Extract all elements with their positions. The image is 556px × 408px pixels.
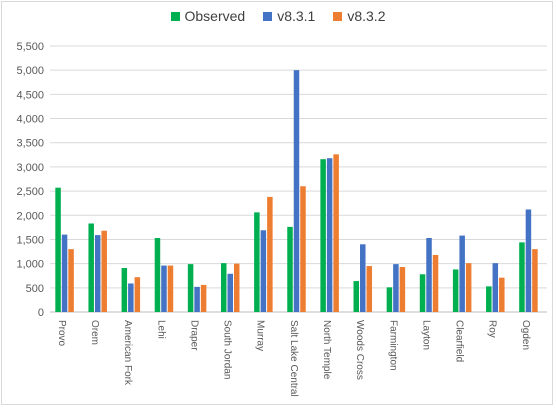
y-tick-label: 2,500 (16, 186, 44, 198)
bar (233, 263, 240, 312)
legend-item-v832: v8.3.2 (333, 8, 385, 24)
bar (154, 238, 161, 312)
x-tick-label: Woods Cross (354, 320, 365, 380)
y-tick-label: 2,000 (16, 210, 44, 222)
y-tick-label: 4,000 (16, 114, 44, 126)
bar (366, 266, 373, 312)
bar (267, 196, 273, 312)
y-tick-label: 500 (26, 283, 44, 295)
y-tick-label: 1,000 (16, 259, 44, 271)
x-tick-label: Lehi (155, 320, 166, 339)
bar (200, 284, 207, 312)
legend-swatch-v832 (333, 11, 343, 21)
legend-label-v832: v8.3.2 (347, 8, 386, 24)
legend-swatch-v831 (263, 11, 273, 21)
bar (499, 277, 505, 312)
bar (320, 159, 326, 312)
x-tick-label: Salt Lake Central (288, 320, 299, 397)
x-tick-label: South Jordan (222, 320, 233, 380)
bar (254, 212, 260, 312)
bar (194, 286, 200, 312)
bar (227, 273, 233, 312)
bar (94, 235, 101, 312)
x-tick-label: Ogden (520, 320, 531, 350)
bar (426, 238, 432, 312)
bar (61, 234, 68, 312)
bar (68, 249, 74, 312)
x-tick-label: North Temple (321, 320, 332, 380)
bar (419, 274, 426, 312)
y-tick-label: 4,500 (16, 89, 44, 101)
bar (333, 154, 339, 312)
bar (465, 263, 472, 312)
legend-item-v831: v8.3.1 (263, 8, 315, 24)
bar (167, 265, 174, 312)
y-tick-label: 1,500 (16, 234, 44, 246)
legend: Observed v8.3.1 v8.3.2 (0, 8, 556, 24)
bar (360, 244, 366, 312)
bar (88, 223, 94, 312)
bar (353, 281, 360, 312)
bar (486, 286, 492, 312)
y-tick-label: 0 (38, 307, 44, 319)
x-tick-label: Provo (56, 320, 67, 347)
bar (300, 186, 306, 312)
bar (532, 249, 538, 312)
bar (121, 267, 128, 312)
bar (260, 230, 267, 312)
legend-swatch-observed (170, 11, 180, 21)
bar (452, 269, 459, 312)
y-tick-label: 5,500 (16, 41, 44, 53)
x-tick-label: Roy (487, 320, 498, 338)
bar (293, 70, 300, 312)
x-tick-label: Clearfield (454, 320, 465, 362)
bar (101, 230, 107, 312)
bar (287, 226, 293, 312)
x-tick-label: American Fork (122, 320, 133, 386)
bar (525, 209, 532, 312)
legend-label-observed: Observed (184, 8, 246, 24)
bar (55, 187, 61, 312)
x-tick-label: Layton (420, 320, 431, 350)
x-tick-label: Farmington (387, 320, 398, 371)
bar (220, 263, 227, 312)
bar (432, 254, 439, 312)
bar (326, 158, 333, 312)
bar (128, 283, 134, 312)
bar (187, 264, 194, 312)
bar (399, 267, 406, 312)
x-tick-label: Draper (188, 320, 199, 351)
bar (161, 265, 167, 312)
x-tick-label: Orem (89, 320, 100, 345)
x-tick-label: Murray (255, 320, 266, 351)
bar (519, 242, 525, 312)
y-tick-label: 3,500 (16, 138, 44, 150)
bar (386, 287, 393, 312)
bar (492, 263, 499, 312)
y-tick-label: 3,000 (16, 162, 44, 174)
legend-item-observed: Observed (170, 8, 246, 24)
bar (134, 277, 141, 312)
legend-label-v831: v8.3.1 (277, 8, 316, 24)
bar (393, 264, 399, 312)
y-tick-label: 5,000 (16, 65, 44, 77)
bar (459, 235, 465, 312)
